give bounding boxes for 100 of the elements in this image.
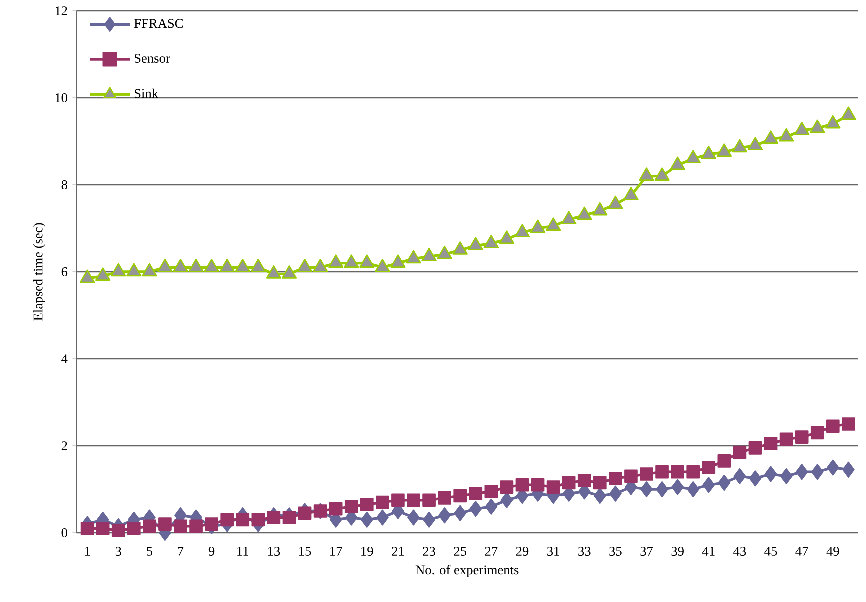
point xyxy=(344,500,358,514)
point xyxy=(220,258,235,272)
x-tick-label: 3 xyxy=(116,547,122,556)
point xyxy=(468,237,484,251)
point xyxy=(701,146,716,160)
point xyxy=(764,466,778,482)
y-tick-label: 0 xyxy=(62,528,68,538)
point xyxy=(127,522,141,536)
legend-label: Sensor xyxy=(134,54,170,63)
point xyxy=(640,481,653,498)
point xyxy=(687,481,700,498)
point xyxy=(671,465,684,479)
y-tick-label: 2 xyxy=(62,442,68,450)
point xyxy=(514,224,530,238)
point xyxy=(235,258,250,272)
point xyxy=(609,472,622,486)
point xyxy=(530,220,546,234)
point xyxy=(267,511,281,524)
point xyxy=(173,258,188,272)
point xyxy=(516,478,530,492)
point xyxy=(811,464,824,480)
point xyxy=(732,139,748,153)
point xyxy=(158,258,173,272)
point xyxy=(718,474,731,491)
point xyxy=(748,441,762,455)
x-tick-label: 41 xyxy=(702,547,715,556)
point xyxy=(312,258,328,272)
x-tick-label: 49 xyxy=(826,547,840,556)
legend-label: Sink xyxy=(134,88,159,98)
point xyxy=(328,254,344,268)
point xyxy=(376,496,390,510)
point xyxy=(188,258,204,272)
point xyxy=(562,476,576,490)
x-tick-label: 15 xyxy=(300,547,312,556)
point xyxy=(810,426,824,440)
point xyxy=(763,130,779,144)
y-tick-label: 4 xyxy=(62,354,68,364)
point xyxy=(485,498,498,515)
point xyxy=(360,512,374,528)
point xyxy=(423,512,436,528)
point xyxy=(422,248,437,262)
y-axis-title: Elapsed time (sec) xyxy=(33,223,46,321)
point xyxy=(80,522,94,536)
point xyxy=(282,265,298,279)
point xyxy=(407,494,420,508)
point xyxy=(190,520,203,534)
point xyxy=(842,418,856,431)
x-tick-label: 13 xyxy=(268,547,280,556)
point xyxy=(360,498,374,512)
point xyxy=(624,187,639,201)
point xyxy=(80,270,96,284)
point xyxy=(252,513,266,527)
point xyxy=(842,462,855,478)
x-tick-label: 5 xyxy=(147,547,152,556)
point xyxy=(608,196,624,210)
point xyxy=(670,156,686,170)
point xyxy=(390,254,406,268)
point xyxy=(702,461,716,474)
point xyxy=(546,480,560,494)
point xyxy=(686,465,700,479)
point xyxy=(499,230,515,244)
x-tick-label: 33 xyxy=(578,547,591,556)
x-tick-label: 35 xyxy=(610,547,622,556)
x-tick-label: 9 xyxy=(208,547,215,556)
point xyxy=(438,508,451,524)
point xyxy=(422,494,436,508)
point xyxy=(654,168,670,181)
point xyxy=(656,465,669,479)
x-tick-label: 47 xyxy=(796,547,808,556)
point xyxy=(531,478,545,492)
point xyxy=(826,420,840,434)
x-tick-label: 27 xyxy=(485,547,498,556)
point xyxy=(143,520,156,534)
point xyxy=(733,446,747,460)
x-tick-label: 39 xyxy=(672,547,684,556)
point xyxy=(702,477,716,494)
point xyxy=(126,263,142,277)
point xyxy=(142,263,158,277)
point xyxy=(796,464,808,480)
x-tick-label: 45 xyxy=(764,547,778,556)
point xyxy=(780,468,793,484)
point xyxy=(686,150,701,164)
point xyxy=(734,468,746,484)
point xyxy=(546,218,562,231)
x-tick-label: 37 xyxy=(640,547,654,556)
point xyxy=(716,144,732,158)
x-tick-label: 7 xyxy=(178,547,184,556)
x-tick-label: 17 xyxy=(330,547,342,556)
point xyxy=(438,492,452,505)
point xyxy=(329,502,343,516)
point xyxy=(376,510,389,526)
point xyxy=(592,202,608,216)
point xyxy=(112,524,126,538)
point xyxy=(360,254,375,268)
point xyxy=(452,242,468,255)
point xyxy=(220,513,234,527)
point xyxy=(375,258,390,272)
point xyxy=(344,254,360,268)
x-tick-label: 11 xyxy=(238,547,249,556)
y-tick-label: 6 xyxy=(62,268,68,276)
